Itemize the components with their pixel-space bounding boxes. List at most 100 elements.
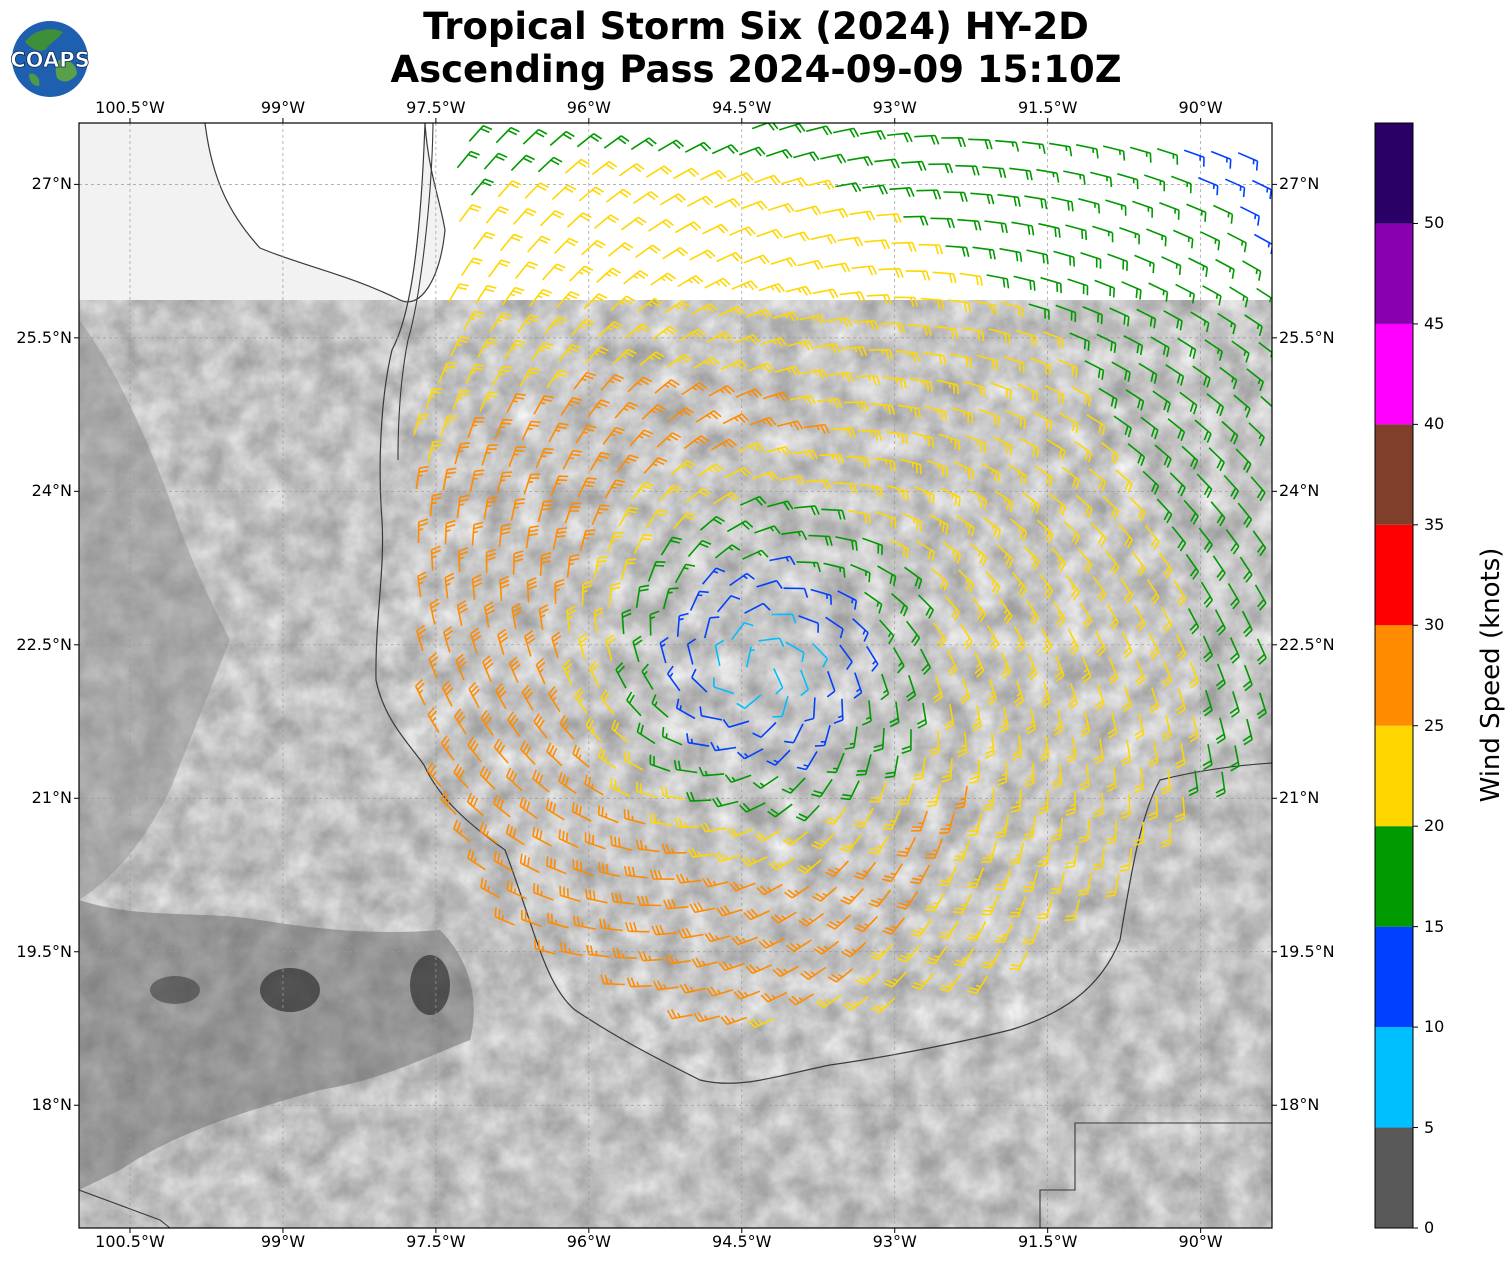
wind-barb (783, 231, 810, 242)
wind-barb (1202, 689, 1213, 717)
wind-barb (1144, 174, 1165, 192)
wind-barb (1242, 718, 1253, 746)
wind-barb (1183, 499, 1199, 525)
wind-barb (1026, 249, 1049, 265)
wind-barb (1119, 227, 1140, 245)
wind-barb (853, 320, 880, 331)
wind-barb (924, 892, 946, 912)
wind-barb (837, 590, 858, 610)
wind-barb (930, 217, 955, 229)
wind-barb (1088, 468, 1107, 492)
wind-barb (1224, 178, 1246, 198)
wind-barb (597, 805, 619, 824)
wind-barb (481, 444, 498, 466)
wind-barb (944, 595, 960, 621)
wind-barb (914, 134, 940, 145)
wind-barb (573, 915, 596, 930)
wind-barb (712, 491, 739, 505)
wind-barb (754, 174, 781, 185)
wind-barb (770, 257, 797, 268)
wind-barb (972, 246, 996, 260)
wind-barb (604, 479, 626, 499)
wind-barb (768, 202, 795, 214)
wind-barb (506, 393, 526, 414)
wind-barb (1051, 196, 1074, 212)
wind-barb (905, 270, 931, 281)
wind-barb (657, 139, 685, 152)
wind-barb (1154, 444, 1172, 468)
wind-barb (866, 645, 879, 672)
wind-barb (548, 422, 569, 443)
wind-barb (673, 760, 698, 774)
wind-barb (519, 796, 538, 820)
wind-barb (711, 144, 739, 155)
lon-tick-label-top: 91.5°W (1017, 98, 1078, 117)
wind-barb (505, 823, 525, 846)
wind-barb (1067, 278, 1089, 296)
wind-barb (1173, 229, 1194, 249)
wind-barb (615, 662, 627, 689)
wind-barb (440, 415, 457, 437)
wind-barb (1048, 493, 1067, 517)
wind-barb (461, 257, 483, 277)
wind-barb (796, 561, 821, 573)
wind-barb (1036, 168, 1060, 183)
wind-barb (953, 461, 975, 481)
wind-barb (684, 141, 712, 153)
wind-barb (1086, 414, 1106, 436)
wind-barb (674, 817, 700, 828)
wind-barb (1129, 497, 1146, 522)
colorbar-bin (1375, 1027, 1413, 1128)
wind-barb (679, 328, 706, 342)
wind-barb (485, 206, 509, 224)
wind-barb (643, 456, 668, 474)
wind-barb (1167, 418, 1186, 442)
wind-barb (566, 212, 592, 228)
wind-barb (806, 479, 832, 490)
wind-barb (909, 378, 934, 392)
wind-barb (772, 965, 800, 978)
wind-barb (653, 980, 679, 991)
wind-barb (519, 853, 540, 874)
wind-barb (764, 445, 792, 456)
wind-barb (429, 598, 440, 625)
wind-barb (1082, 306, 1103, 325)
wind-barb (1038, 789, 1049, 815)
wind-barb (651, 694, 669, 718)
wind-barb (966, 921, 987, 942)
wind-barb (849, 210, 876, 221)
wind-barb (479, 391, 498, 412)
wind-barb (1179, 391, 1198, 415)
wind-barb (635, 244, 661, 259)
wind-barb (581, 239, 606, 256)
wind-barb (587, 399, 610, 418)
wind-barb (970, 192, 995, 205)
wind-barb (1200, 581, 1213, 608)
wind-barb (632, 190, 659, 205)
wind-barb (1197, 177, 1219, 196)
wind-barb (704, 277, 731, 289)
wind-barb (691, 957, 718, 968)
wind-barb (1161, 714, 1172, 742)
wind-barb (1102, 495, 1120, 520)
wind-barb (873, 727, 885, 753)
wind-barb (559, 885, 581, 903)
wind-barb (1138, 362, 1158, 384)
wind-barb (768, 857, 795, 871)
wind-barb (824, 806, 847, 825)
wind-barb (737, 748, 764, 760)
wind-barb (1046, 439, 1066, 461)
wind-barb (1140, 416, 1159, 440)
wind-barb (687, 195, 714, 207)
wind-barb (799, 314, 826, 325)
wind-barb (545, 799, 565, 821)
wind-barb (1096, 333, 1117, 354)
coastline (204, 123, 1272, 1084)
wind-barb (1065, 791, 1076, 817)
wind-barb (416, 624, 427, 652)
wind-barb (722, 719, 750, 728)
wind-barb (959, 272, 983, 286)
wind-barb (831, 427, 857, 438)
wind-barb (1104, 549, 1120, 576)
wind-barb (1175, 634, 1187, 661)
